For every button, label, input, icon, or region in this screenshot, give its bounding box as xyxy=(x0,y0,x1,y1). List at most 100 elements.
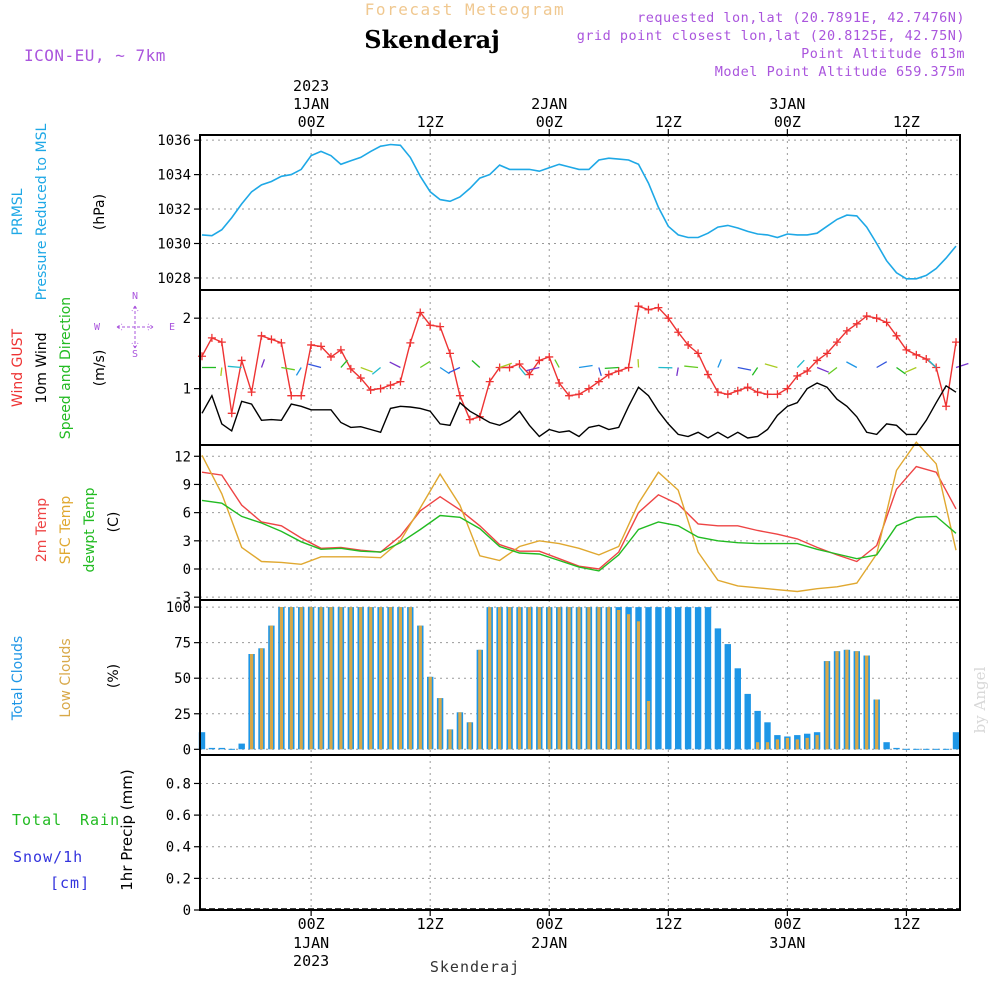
low-cloud-bar xyxy=(488,607,492,750)
temp-y-tick-label: 6 xyxy=(183,506,191,522)
total-cloud-bar xyxy=(893,747,900,750)
bottom-axis-date-label: 3JAN xyxy=(769,934,805,952)
wind-gust-marker xyxy=(317,342,326,351)
low-cloud-bar xyxy=(319,607,323,750)
wind-gust-marker xyxy=(406,338,415,347)
wind-direction-arrow xyxy=(499,362,512,369)
wind-direction-arrow xyxy=(360,366,373,373)
wind-gust-marker xyxy=(684,340,693,349)
low-cloud-bar xyxy=(448,729,452,750)
low-cloud-bar xyxy=(250,654,254,750)
precip-total-label: Total xyxy=(12,811,62,829)
pressure-y-tick-label: 1032 xyxy=(157,202,191,218)
wind-direction-arrow xyxy=(340,359,348,368)
wind-gust-marker xyxy=(366,386,375,395)
wind-gust-marker xyxy=(852,319,861,328)
low-cloud-bar xyxy=(259,648,264,750)
low-cloud-bar xyxy=(379,607,383,750)
cloud-y-tick-label: 25 xyxy=(174,707,191,723)
low-cloud-bar xyxy=(438,698,442,750)
prmsl-line xyxy=(201,143,957,280)
model-label: ICON-EU, ~ 7km xyxy=(24,46,166,65)
wind-gust-marker xyxy=(426,321,435,330)
wind-direction-arrow xyxy=(281,366,295,371)
low-cloud-bar xyxy=(557,607,561,750)
wind-direction-arrow xyxy=(389,361,401,369)
point-altitude: Point Altitude 613m xyxy=(801,46,965,62)
precip-cm-label: [cm] xyxy=(50,874,90,892)
low-cloud-bar xyxy=(498,607,502,750)
pressure-y-tick-label: 1028 xyxy=(157,271,191,287)
top-axis-time-label: 00Z xyxy=(536,113,563,131)
bottom-axis-time-label: 00Z xyxy=(536,915,563,933)
wind-direction-arrow xyxy=(896,366,906,375)
low-cloud-bar xyxy=(468,722,472,750)
total-cloud-bar xyxy=(208,747,216,750)
temp-dewpt-line xyxy=(201,499,957,572)
low-cloud-bar xyxy=(646,701,651,750)
low-cloud-bar xyxy=(369,607,373,750)
top-axis-year: 2023 xyxy=(293,77,329,95)
wind-gust-marker xyxy=(446,349,455,358)
wind-gust-marker xyxy=(713,388,722,397)
wind-direction-arrow xyxy=(684,365,699,369)
precip-y-tick-label: 0.8 xyxy=(166,776,191,792)
low-cloud-bar xyxy=(527,607,531,750)
wind-direction-arrow xyxy=(816,366,829,373)
precip-panel-frame xyxy=(199,754,961,911)
wind-direction-arrow xyxy=(904,366,917,374)
watermark: by Angel xyxy=(971,666,989,733)
wind-gust-marker xyxy=(416,308,425,317)
total-cloud-bar xyxy=(218,747,225,750)
precip-y-tick-label: 0.4 xyxy=(166,840,191,856)
model-altitude: Model Point Altitude 659.375m xyxy=(715,64,965,80)
low-cloud-bar xyxy=(855,651,859,750)
wind-gust-marker xyxy=(823,349,832,358)
wind-gust-marker xyxy=(287,391,296,400)
bottom-axis-time-label: 00Z xyxy=(298,915,325,933)
wind-direction-arrow xyxy=(554,359,560,368)
low-cloud-bar xyxy=(756,742,760,750)
wind-direction-arrow xyxy=(419,360,431,369)
wind-direction-arrow xyxy=(928,359,937,368)
wind-gust-marker xyxy=(515,359,524,368)
total-cloud-bar xyxy=(952,732,960,750)
low-cloud-bar xyxy=(329,607,333,750)
low-cloud-bar xyxy=(765,742,770,750)
low-cloud-bar xyxy=(636,621,641,750)
top-axis-time-label: 12Z xyxy=(893,113,920,131)
wind-direction-arrow xyxy=(764,363,778,369)
total-cloud-bar xyxy=(645,607,652,750)
compass-e: E xyxy=(169,322,175,333)
top-axis-date-label: 2JAN xyxy=(531,95,567,113)
temp-panel-frame xyxy=(199,444,961,601)
wind-gust-marker xyxy=(952,338,961,347)
wind-gust-marker xyxy=(227,409,236,418)
wind-speed-line xyxy=(201,382,957,439)
low-cloud-bar xyxy=(299,607,303,750)
wind-gust-marker xyxy=(703,370,712,379)
wind-gust-marker xyxy=(832,338,841,347)
pressure-unit: (hPa) xyxy=(92,194,108,230)
wind-gust-marker xyxy=(694,349,703,358)
low-cloud-bar xyxy=(349,607,353,750)
wind-gust-marker xyxy=(674,328,683,337)
total-cloud-bar xyxy=(694,607,702,750)
compass-s: S xyxy=(132,349,138,360)
temp-y-tick-label: -3 xyxy=(174,590,191,606)
low-cloud-bar xyxy=(269,625,273,750)
low-cloud-bar xyxy=(597,607,601,750)
precip-axis-label: 1hr Precip (mm) xyxy=(118,769,136,890)
wind-gust-marker xyxy=(545,352,554,361)
wind-gust-marker xyxy=(336,345,345,354)
temp-2m-line xyxy=(201,465,957,570)
total-cloud-bar xyxy=(198,732,206,750)
wind-gust-marker xyxy=(386,381,395,390)
total-cloud-bar xyxy=(238,743,245,750)
bottom-axis-time-label: 12Z xyxy=(655,915,682,933)
cloud-y-tick-label: 0 xyxy=(183,742,191,758)
pressure-label-prmsl: PRMSL xyxy=(10,188,26,235)
wind-direction-arrow xyxy=(371,366,381,375)
wind-direction-arrow xyxy=(260,359,266,368)
wind-gust-marker xyxy=(882,318,891,327)
